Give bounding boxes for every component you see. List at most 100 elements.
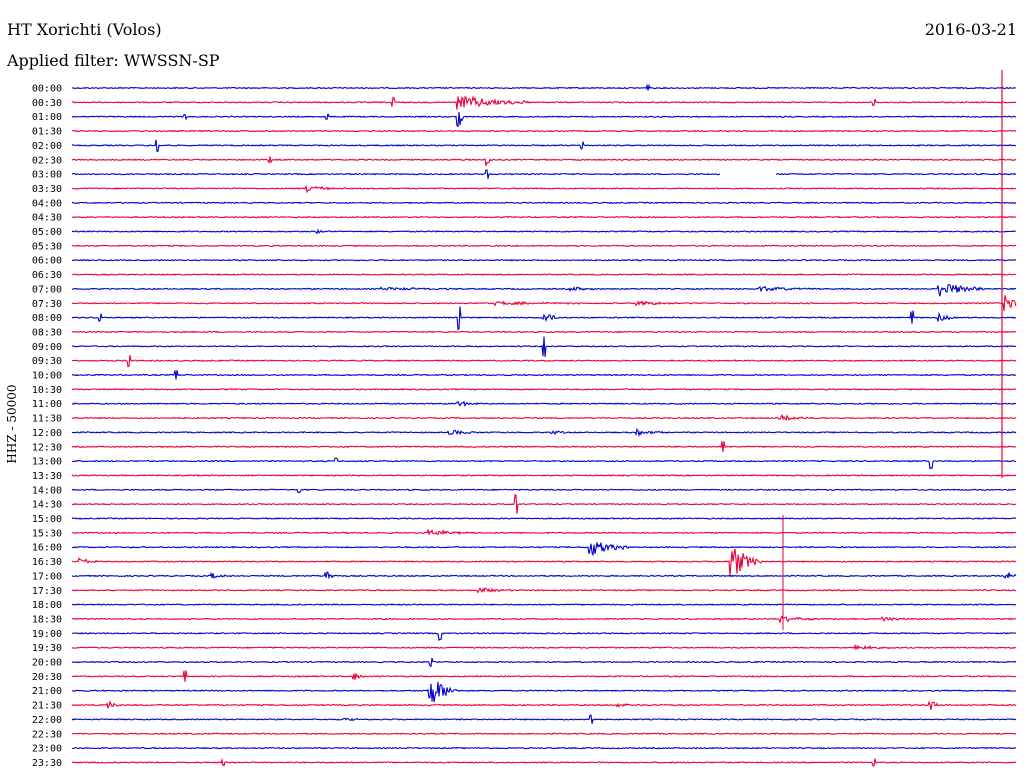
trace-line-1400 [71, 488, 1017, 494]
time-tick-label: 22:30 [32, 729, 62, 740]
trace-line-0200 [71, 139, 1017, 152]
trace-line-2000 [71, 657, 1017, 668]
time-tick-label: 02:30 [32, 155, 62, 166]
trace-line-1530 [71, 528, 1017, 536]
time-tick-label: 10:30 [32, 385, 62, 396]
trace-line-2130 [71, 700, 1017, 711]
time-tick-label: 18:00 [32, 600, 62, 611]
trace-line-0430 [71, 215, 1017, 219]
trace-line-0800 [71, 306, 1017, 331]
time-tick-label: 00:00 [32, 84, 62, 95]
time-tick-label: 23:30 [32, 758, 62, 769]
trace-line-0000 [71, 83, 1017, 91]
time-tick-label: 19:00 [32, 629, 62, 640]
trace-line-1330 [71, 474, 1017, 477]
time-tick-label: 14:00 [32, 485, 62, 496]
trace-line-1500 [71, 517, 1017, 520]
trace-line-1800 [71, 603, 1017, 606]
trace-line-1130 [71, 413, 1017, 422]
time-tick-label: 15:00 [32, 514, 62, 525]
trace-line-1700 [71, 571, 1017, 580]
time-tick-label: 10:00 [32, 371, 62, 382]
trace-line-0500 [71, 228, 1017, 235]
trace-line-0900 [71, 336, 1017, 357]
time-tick-label: 14:30 [32, 500, 62, 511]
trace-line-0830 [71, 330, 1017, 334]
trace-line-0230 [71, 156, 1017, 166]
time-tick-label: 13:30 [32, 471, 62, 482]
trace-line-1100 [71, 400, 1017, 407]
time-tick-label: 11:00 [32, 399, 62, 410]
trace-line-2300 [71, 746, 1017, 750]
time-tick-label: 16:30 [32, 557, 62, 568]
time-tick-label: 20:30 [32, 672, 62, 683]
time-tick-label: 05:30 [32, 241, 62, 252]
time-tick-label: 07:00 [32, 284, 62, 295]
time-tick-label: 09:30 [32, 356, 62, 367]
station-title: HT Xorichti (Volos) [7, 20, 162, 39]
time-tick-label: 21:00 [32, 686, 62, 697]
trace-line-0130 [71, 129, 1017, 133]
trace-line-0730 [71, 295, 1017, 312]
trace-line-1030 [71, 388, 1017, 391]
time-tick-label: 00:30 [32, 98, 62, 109]
time-tick-label: 17:00 [32, 571, 62, 582]
time-tick-label: 08:00 [32, 313, 62, 324]
trace-line-1200 [71, 427, 1017, 438]
trace-line-1830 [71, 615, 1017, 623]
trace-line-2100 [71, 681, 1017, 703]
trace-line-1600 [71, 542, 1017, 557]
trace-line-0300 [71, 169, 1017, 179]
time-tick-label: 09:00 [32, 342, 62, 353]
time-tick-label: 19:30 [32, 643, 62, 654]
time-tick-label: 15:30 [32, 528, 62, 539]
time-tick-label: 13:00 [32, 457, 62, 468]
time-tick-label: 12:00 [32, 428, 62, 439]
trace-line-0630 [71, 273, 1017, 276]
time-tick-label: 18:30 [32, 614, 62, 625]
data-gap [720, 166, 776, 183]
trace-line-0700 [71, 284, 1017, 297]
time-tick-label: 06:00 [32, 256, 62, 267]
time-tick-label: 03:30 [32, 184, 62, 195]
trace-line-0100 [71, 112, 1017, 128]
time-tick-label: 23:00 [32, 744, 62, 755]
trace-line-0030 [71, 95, 1017, 110]
trace-line-0530 [71, 244, 1017, 248]
trace-line-1300 [71, 457, 1017, 470]
trace-line-1730 [71, 586, 1017, 594]
time-tick-label: 22:00 [32, 715, 62, 726]
time-tick-label: 04:30 [32, 213, 62, 224]
trace-line-2030 [71, 670, 1017, 682]
time-tick-label: 05:00 [32, 227, 62, 238]
trace-line-1900 [71, 632, 1017, 642]
time-tick-label: 01:30 [32, 127, 62, 138]
time-tick-label: 16:00 [32, 543, 62, 554]
time-tick-label: 01:00 [32, 112, 62, 123]
trace-line-2230 [71, 732, 1017, 736]
trace-line-0330 [71, 184, 1017, 194]
time-tick-label: 04:00 [32, 198, 62, 209]
time-tick-label: 03:00 [32, 170, 62, 181]
time-tick-label: 07:30 [32, 299, 62, 310]
trace-line-0930 [71, 355, 1017, 368]
date-label: 2016-03-21 [924, 20, 1017, 39]
time-tick-label: 08:30 [32, 327, 62, 338]
trace-line-0400 [71, 201, 1017, 205]
time-tick-label: 06:30 [32, 270, 62, 281]
time-tick-label: 21:30 [32, 701, 62, 712]
trace-line-1000 [71, 370, 1017, 380]
time-tick-label: 12:30 [32, 442, 62, 453]
trace-line-2200 [71, 714, 1017, 724]
trace-line-0600 [71, 258, 1017, 262]
time-tick-label: 02:00 [32, 141, 62, 152]
time-tick-label: 11:30 [32, 414, 62, 425]
trace-line-2330 [71, 757, 1017, 767]
filter-label: Applied filter: WWSSN-SP [7, 51, 220, 70]
trace-line-1930 [71, 643, 1017, 651]
trace-line-1630 [71, 548, 1017, 576]
trace-line-1230 [71, 441, 1017, 453]
trace-line-1430 [71, 494, 1017, 514]
time-tick-label: 20:00 [32, 658, 62, 669]
